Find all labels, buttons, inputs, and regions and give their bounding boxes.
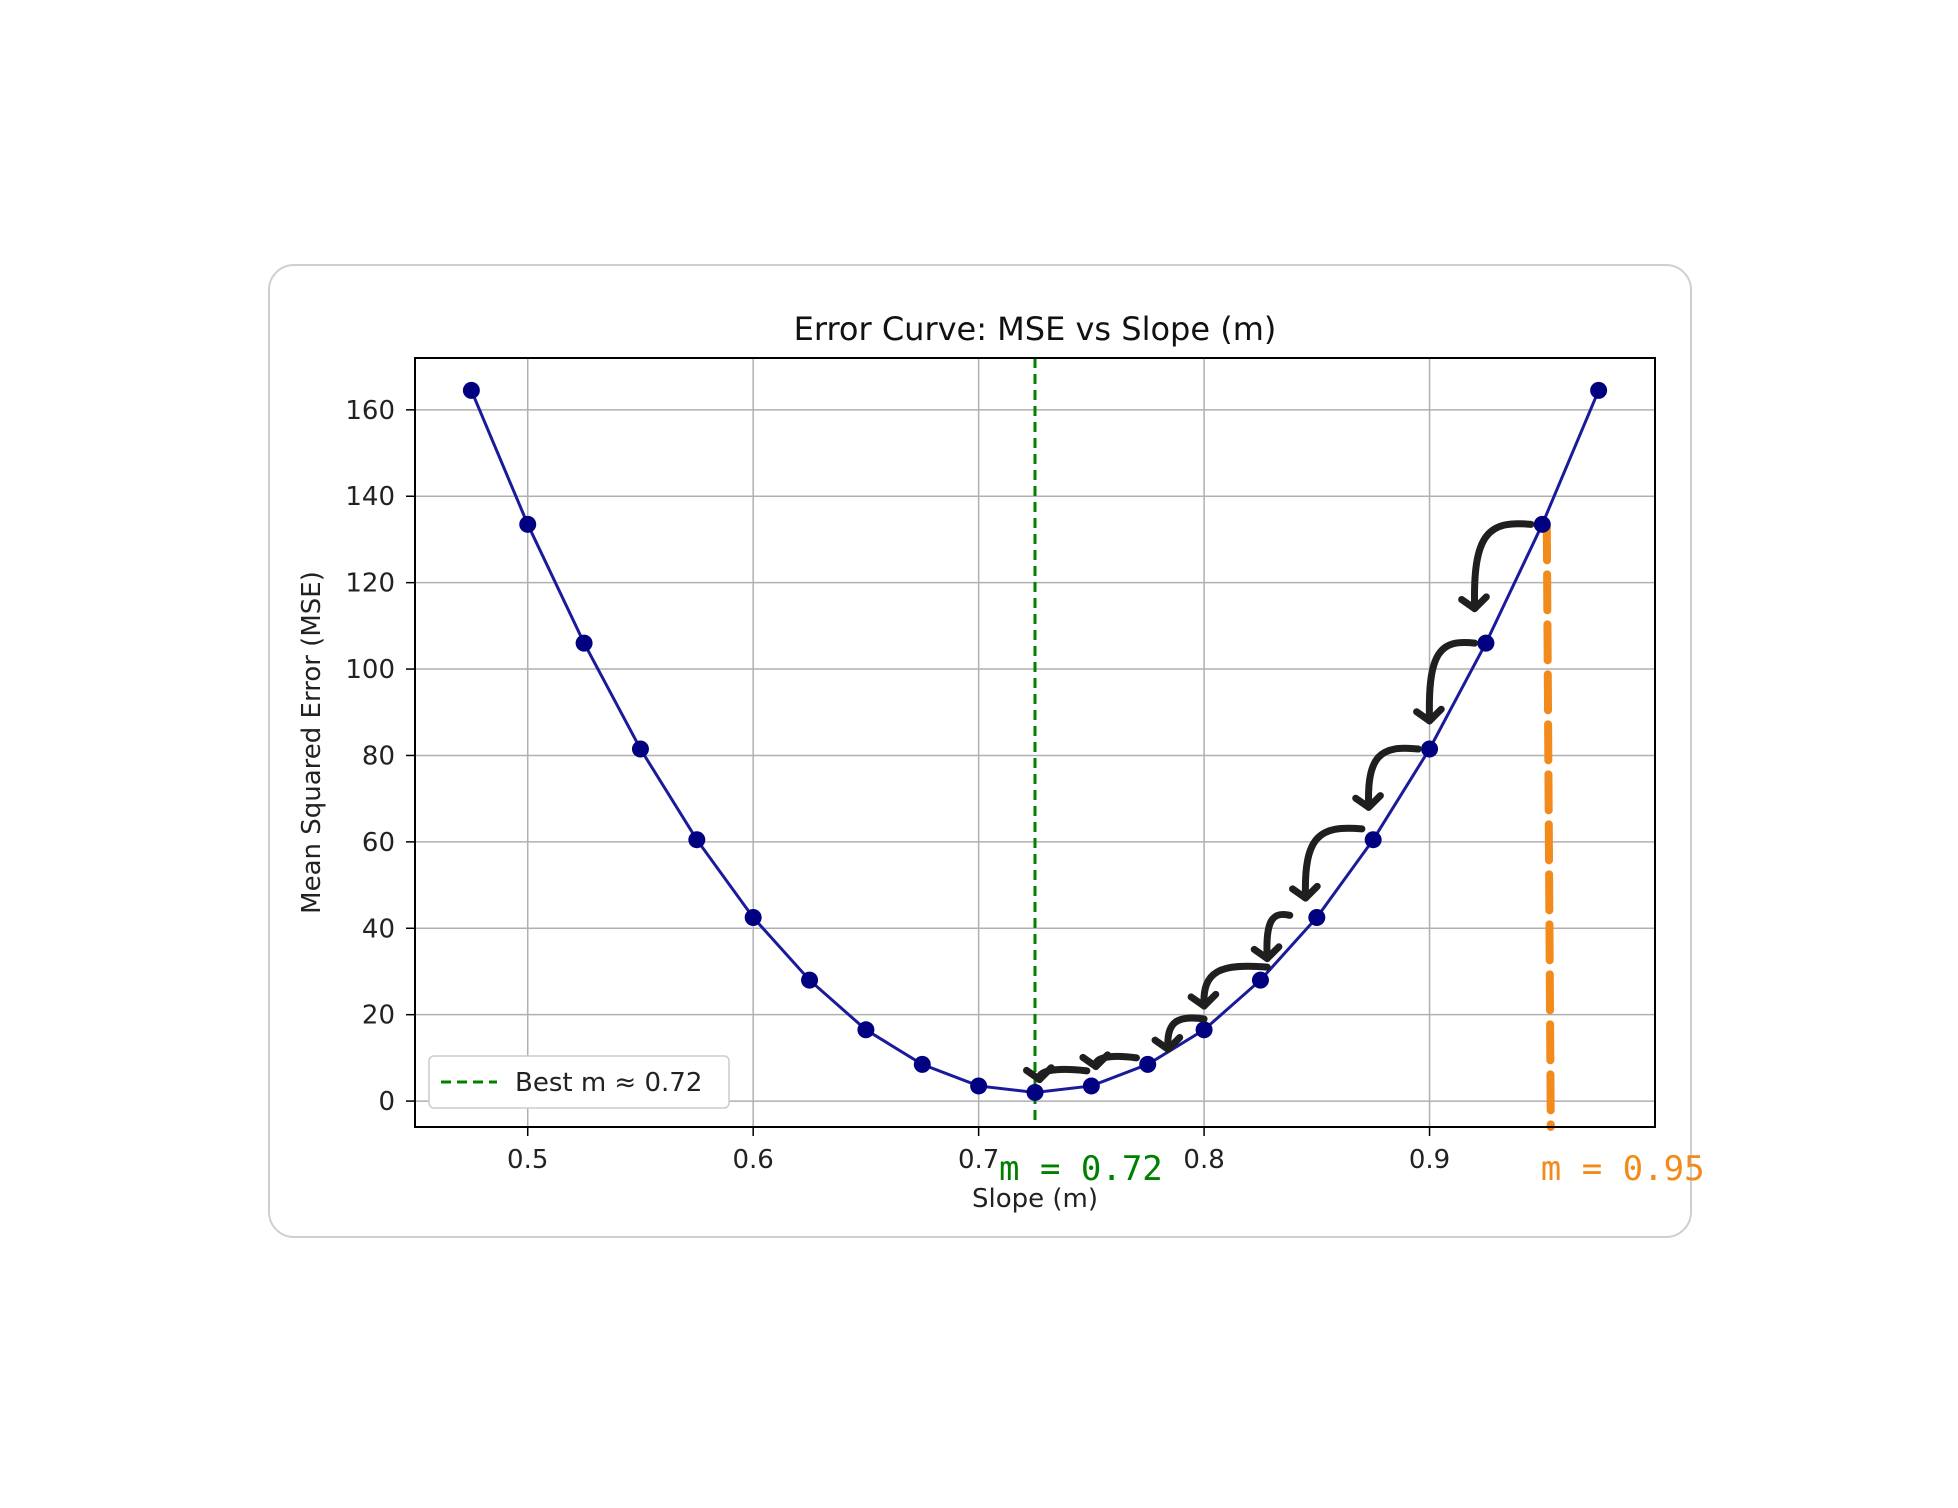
x-axis-ticks: 0.5 0.6 0.7 0.8 0.9 [507,1127,1450,1175]
x-axis-title: Slope (m) [972,1184,1098,1214]
reference-lines [1033,358,1555,1131]
mse-data-point [913,1055,931,1073]
mse-data-point [1364,831,1382,849]
y-tick-label: 120 [345,569,395,599]
best-m-annotation: m = 0.72 [999,1149,1163,1189]
y-axis-ticks: 0 20 40 60 80 100 120 140 160 [345,396,415,1117]
mse-data-point [575,634,593,652]
mse-data-point [1308,908,1326,926]
legend: Best m ≈ 0.72 [428,1055,730,1109]
x-tick-label: 0.5 [507,1145,548,1175]
mse-data-point [857,1021,875,1039]
y-tick-label: 140 [345,482,395,512]
step-arrow-head [1023,1064,1055,1083]
x-tick-label: 0.8 [1183,1145,1224,1175]
step-arrow [1164,1014,1208,1053]
chart-title: Error Curve: MSE vs Slope (m) [794,310,1277,348]
mse-data-point [1477,634,1495,652]
mse-data-point [462,381,480,399]
mse-data-point [1421,740,1439,758]
x-tick-label: 0.7 [958,1145,999,1175]
x-tick-label: 0.9 [1409,1145,1450,1175]
mse-data-point [688,831,706,849]
step-arrow-head [1250,943,1283,963]
mse-data-point [1139,1055,1157,1073]
mse-data-point [1533,515,1551,533]
y-tick-label: 100 [345,655,395,685]
mse-data-point [744,908,762,926]
start-m-annotation: m = 0.95 [1541,1149,1705,1189]
legend-box [428,1055,730,1109]
gradient-step-arrows [1023,520,1535,1083]
mse-data-point [1251,971,1269,989]
step-arrow-head [1151,1034,1184,1053]
mse-data-point [1195,1021,1213,1039]
legend-entry-best-m: Best m ≈ 0.72 [515,1068,702,1098]
y-axis-title: Mean Squared Error (MSE) [297,571,327,914]
mse-data-point [1082,1077,1100,1095]
step-arrow [1301,824,1366,902]
step-arrow [1200,962,1271,1010]
x-tick-label: 0.6 [733,1145,774,1175]
plot-frame [414,357,1656,1128]
start-m-line [1542,520,1555,1131]
y-tick-label: 0 [378,1087,395,1117]
annotations: m = 0.72 m = 0.95 [999,1149,1705,1189]
mse-data-point [970,1077,988,1095]
y-tick-label: 160 [345,396,395,426]
step-arrow-head [1458,593,1490,613]
step-arrow [1425,638,1479,725]
y-tick-label: 40 [362,914,395,944]
mse-data-point [519,515,537,533]
mse-series [462,381,1608,1101]
y-tick-label: 80 [362,741,395,771]
y-tick-label: 20 [362,1001,395,1031]
mse-data-point [1590,381,1608,399]
mse-data-point [801,971,819,989]
y-tick-label: 60 [362,828,395,858]
step-arrow-head [1352,792,1384,811]
step-arrow-head [1413,705,1445,725]
step-arrow [1365,744,1422,811]
step-arrow-head [1187,990,1220,1010]
step-arrow [1471,520,1535,613]
step-arrow-head [1079,1051,1112,1071]
step-arrow-head [1289,882,1321,902]
mse-data-point [631,740,649,758]
mse-data-point [1026,1083,1044,1101]
step-arrow [1263,910,1294,963]
